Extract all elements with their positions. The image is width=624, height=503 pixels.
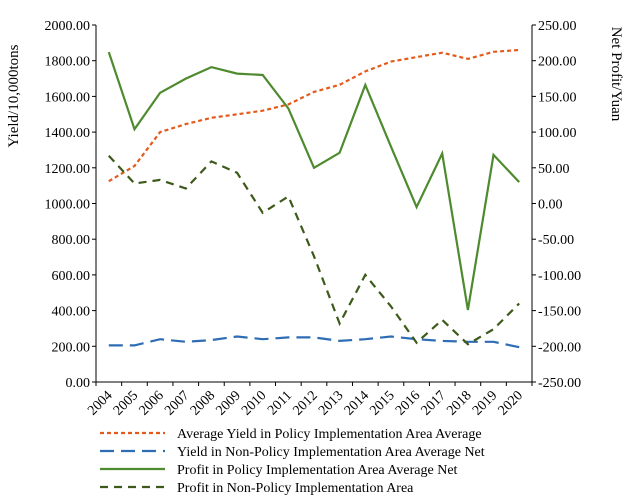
series-group <box>107 48 520 349</box>
x-tick-label: 2008 <box>188 388 218 418</box>
x-tick-label: 2014 <box>342 388 372 418</box>
legend-label-3: Profit in Policy Implementation Area Ave… <box>177 463 458 478</box>
legend-label-2: Yield in Non-Policy Implementation Area … <box>177 445 485 460</box>
y-left-tick-label: 600.00 <box>52 269 91 284</box>
y-left-tick-label: 2000.00 <box>45 19 91 34</box>
y-axis-left-title: Yield/10,000tons <box>6 44 22 147</box>
x-tick-label: 2013 <box>316 388 346 418</box>
legend-label-4: Profit in Non-Policy Implementation Area <box>177 481 414 496</box>
x-tick-label: 2010 <box>239 388 269 418</box>
x-tick-label: 2004 <box>85 388 115 418</box>
y-left-tick-label: 800.00 <box>52 233 91 248</box>
series-line-1 <box>108 48 520 183</box>
y-right-tick-label: 0.00 <box>538 198 563 213</box>
y-left-tick-label: 400.00 <box>52 305 91 320</box>
x-tick-label: 2009 <box>213 388 243 418</box>
tick-labels: 0.00 200.00 400.00 600.00 800.00 1000.00 1200.… <box>45 19 582 419</box>
y-left-tick-label: 0.00 <box>66 376 91 391</box>
x-tick-label: 2007 <box>162 388 192 418</box>
y-axis-right-title: Net Profit/Yuan <box>608 27 624 122</box>
legend-label-1: Average Yield in Policy Implementation A… <box>177 427 482 442</box>
y-left-tick-label: 1000.00 <box>45 198 91 213</box>
y-left-tick-label: 1200.00 <box>45 162 91 177</box>
legend: Average Yield in Policy Implementation A… <box>100 427 485 496</box>
y-right-tick-label: 200.00 <box>538 55 577 70</box>
axes <box>92 24 536 386</box>
y-left-tick-label: 1600.00 <box>45 90 91 105</box>
x-tick-label: 2012 <box>290 388 320 418</box>
y-right-tick-label: 100.00 <box>538 126 577 141</box>
y-right-tick-label: -150.00 <box>538 305 581 320</box>
x-tick-label: 2005 <box>111 388 141 418</box>
x-tick-label: 2018 <box>444 388 474 418</box>
y-right-tick-label: -100.00 <box>538 269 581 284</box>
x-tick-label: 2011 <box>265 388 295 418</box>
x-tick-label: 2017 <box>419 388 449 418</box>
y-left-tick-label: 1400.00 <box>45 126 91 141</box>
y-right-tick-label: -50.00 <box>538 233 574 248</box>
y-right-tick-label: 150.00 <box>538 90 577 105</box>
series-line-4 <box>107 154 520 346</box>
y-right-tick-label: -200.00 <box>538 340 581 355</box>
x-tick-label: 2006 <box>137 388 167 418</box>
series-line-3 <box>107 51 520 311</box>
y-right-tick-label: 50.00 <box>538 162 570 177</box>
series-line-2 <box>108 335 520 349</box>
x-tick-label: 2020 <box>496 388 526 418</box>
x-tick-label: 2015 <box>367 388 397 418</box>
x-tick-label: 2016 <box>393 388 423 418</box>
y-left-tick-label: 200.00 <box>52 340 91 355</box>
y-right-tick-label: 250.00 <box>538 19 577 34</box>
y-right-tick-label: -250.00 <box>538 376 581 391</box>
x-tick-label: 2019 <box>470 388 500 418</box>
y-left-tick-label: 1800.00 <box>45 55 91 70</box>
